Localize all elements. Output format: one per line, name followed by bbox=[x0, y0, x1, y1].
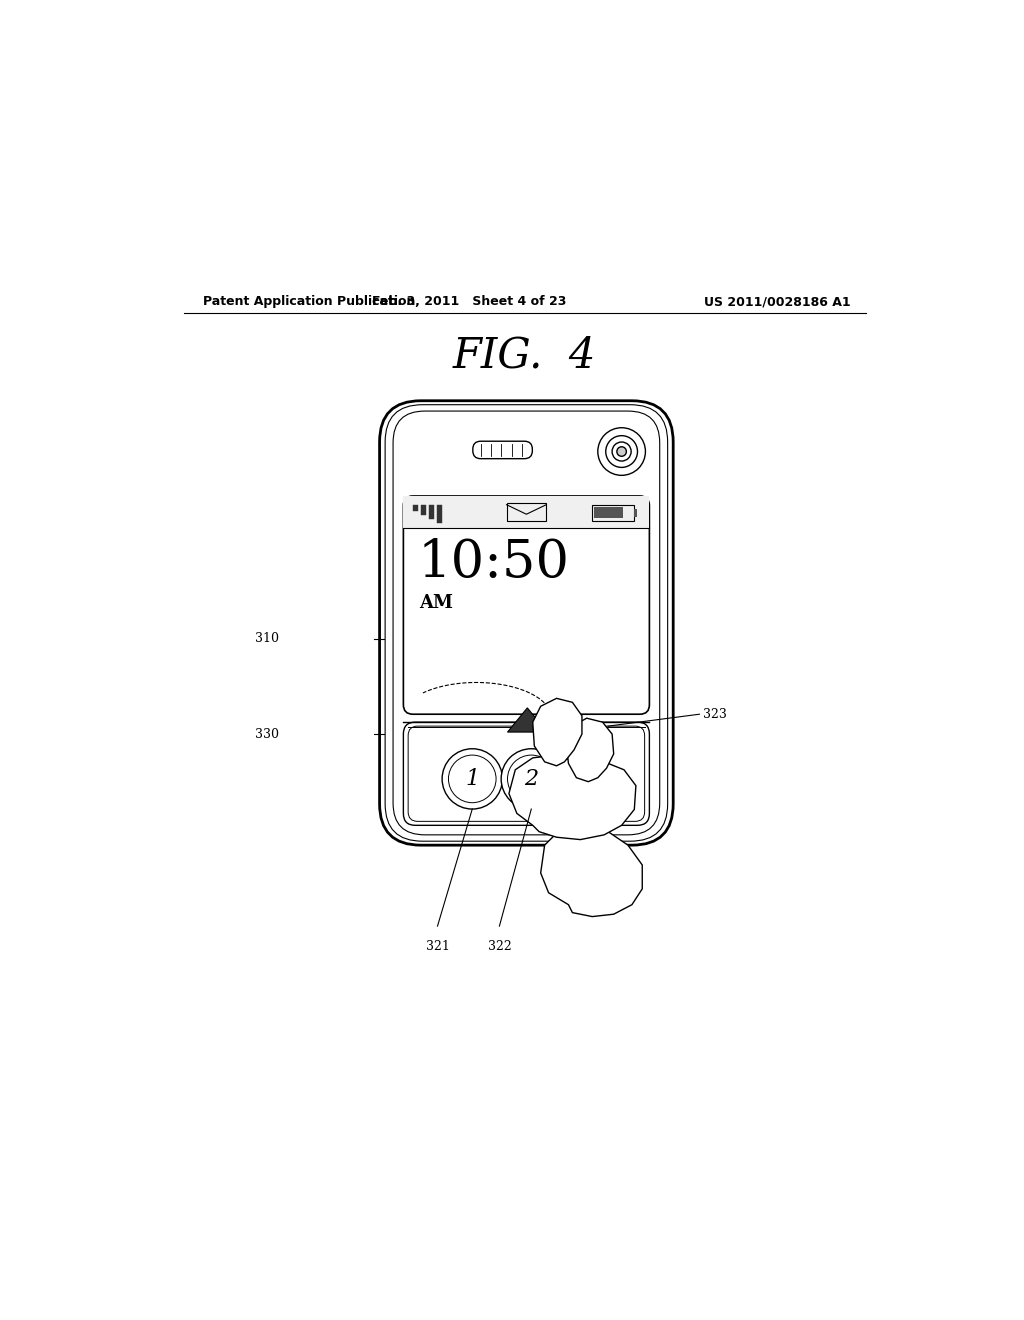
Bar bbox=[634, 508, 638, 516]
Polygon shape bbox=[566, 718, 613, 781]
Bar bbox=[429, 504, 434, 519]
Text: Patent Application Publication: Patent Application Publication bbox=[204, 296, 416, 308]
Bar bbox=[421, 504, 426, 515]
Bar bbox=[436, 504, 442, 523]
Circle shape bbox=[616, 446, 627, 457]
Circle shape bbox=[501, 748, 561, 809]
Text: Feb. 3, 2011   Sheet 4 of 23: Feb. 3, 2011 Sheet 4 of 23 bbox=[372, 296, 566, 308]
Circle shape bbox=[606, 436, 638, 467]
Circle shape bbox=[598, 428, 645, 475]
Bar bbox=[594, 507, 623, 519]
Bar bbox=[592, 504, 634, 520]
Polygon shape bbox=[509, 755, 636, 840]
Circle shape bbox=[442, 748, 503, 809]
Circle shape bbox=[508, 755, 555, 803]
FancyBboxPatch shape bbox=[473, 441, 532, 458]
Circle shape bbox=[612, 442, 631, 461]
Text: US 2011/0028186 A1: US 2011/0028186 A1 bbox=[703, 296, 850, 308]
Polygon shape bbox=[541, 825, 642, 916]
Text: 322: 322 bbox=[487, 940, 511, 953]
Text: 2: 2 bbox=[524, 768, 539, 789]
Bar bbox=[403, 496, 649, 528]
Polygon shape bbox=[508, 708, 547, 733]
FancyBboxPatch shape bbox=[380, 401, 673, 845]
Text: 310: 310 bbox=[255, 632, 279, 645]
Text: 10:50: 10:50 bbox=[418, 537, 569, 589]
FancyBboxPatch shape bbox=[403, 722, 649, 825]
Text: 323: 323 bbox=[703, 708, 727, 721]
Text: 330: 330 bbox=[255, 727, 279, 741]
FancyBboxPatch shape bbox=[403, 496, 649, 714]
Bar bbox=[413, 504, 419, 511]
Polygon shape bbox=[532, 698, 582, 766]
Text: 1: 1 bbox=[465, 768, 479, 789]
Bar bbox=[507, 503, 546, 520]
Text: FIG.  4: FIG. 4 bbox=[453, 334, 597, 376]
Circle shape bbox=[449, 755, 496, 803]
Text: AM: AM bbox=[419, 594, 454, 612]
Text: 321: 321 bbox=[426, 940, 450, 953]
